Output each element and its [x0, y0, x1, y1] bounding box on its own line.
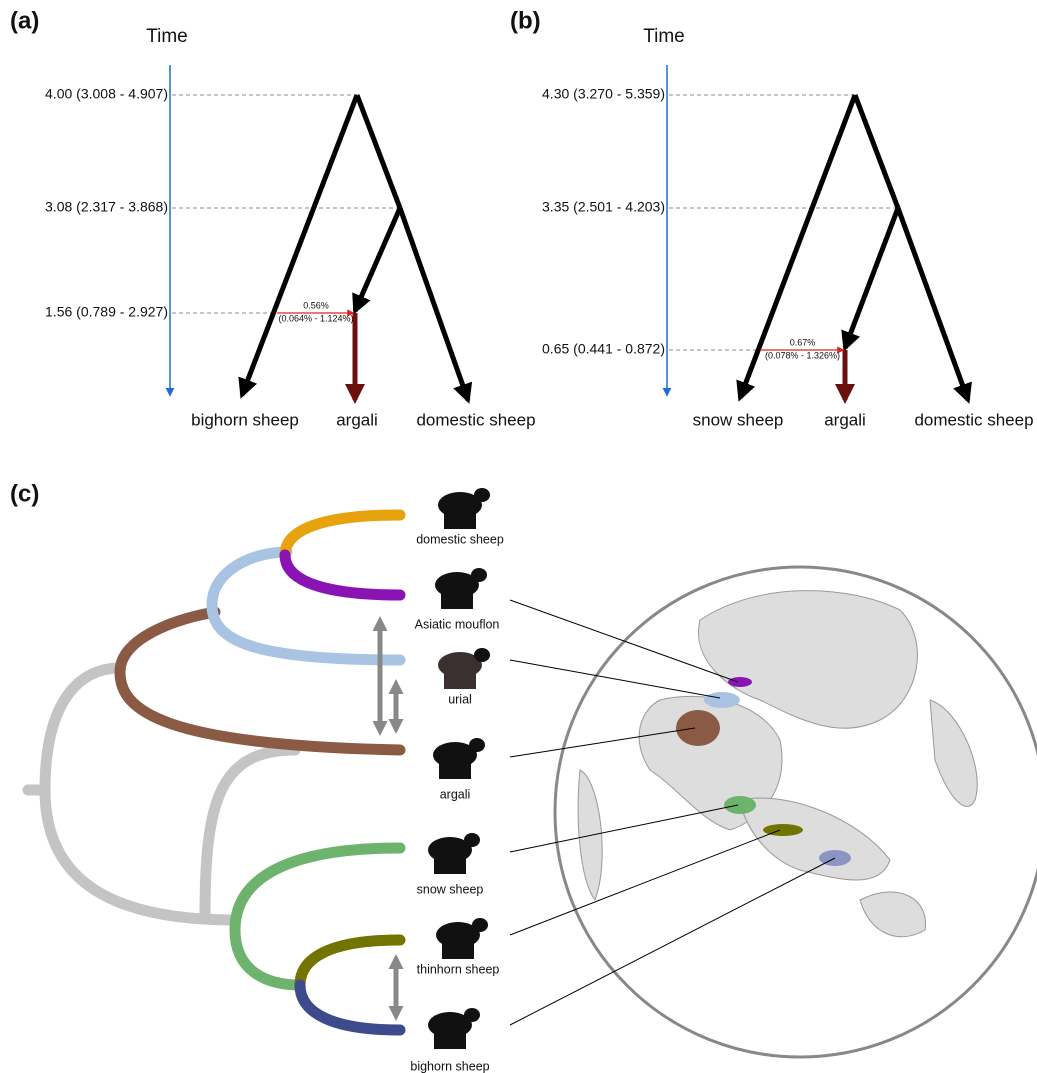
- node-time: 4.30 (3.270 - 5.359): [542, 86, 665, 102]
- panel-label: (c): [10, 480, 39, 507]
- species-label: argali: [440, 787, 471, 801]
- animal-legs: [439, 763, 471, 779]
- range: [676, 710, 720, 746]
- animal-head: [474, 488, 490, 502]
- branch: [206, 546, 406, 666]
- species-label: Asiatic mouflon: [415, 617, 500, 631]
- leaf-label: domestic sheep: [416, 410, 535, 429]
- range: [724, 796, 756, 814]
- leaf-label: argali: [824, 410, 866, 429]
- node-time: 1.56 (0.789 - 2.927): [45, 304, 168, 320]
- range: [704, 692, 740, 708]
- animal-legs: [444, 513, 476, 529]
- animal-head: [464, 833, 480, 847]
- gene-flow-interval: (0.078% - 1.326%): [765, 350, 840, 360]
- leaf-label: bighorn sheep: [191, 410, 299, 429]
- animal-icon: [428, 837, 472, 863]
- leaf-label: snow sheep: [693, 410, 784, 429]
- animal-head: [464, 1008, 480, 1022]
- species-label: urial: [448, 692, 472, 706]
- branch: [294, 934, 406, 991]
- leader: [509, 599, 739, 683]
- species-label: bighorn sheep: [410, 1059, 489, 1073]
- leader-lines: [509, 599, 836, 1026]
- branch: [895, 207, 972, 404]
- animal-legs: [444, 673, 476, 689]
- branch: [852, 94, 901, 209]
- gene-flow-interval: (0.064% - 1.124%): [278, 313, 353, 323]
- animal-legs: [434, 1033, 466, 1049]
- branch: [39, 662, 126, 796]
- gene-flow-value: 0.56%: [303, 300, 329, 310]
- panel-label: (a): [10, 7, 39, 34]
- animal-icon: [436, 922, 480, 948]
- branch: [114, 606, 406, 756]
- land: [859, 891, 927, 938]
- animal-head: [472, 918, 488, 932]
- time-label: Time: [643, 26, 685, 47]
- branch: [238, 94, 360, 399]
- branch: [279, 549, 406, 601]
- branch: [199, 744, 301, 921]
- animal-icon: [438, 652, 482, 678]
- leader: [509, 804, 739, 853]
- species-label: domestic sheep: [416, 532, 504, 546]
- node-time: 4.00 (3.008 - 4.907): [45, 86, 168, 102]
- animal-legs: [441, 593, 473, 609]
- time-label: Time: [146, 26, 188, 47]
- branch: [279, 509, 406, 561]
- animal-head: [469, 738, 485, 752]
- branch: [841, 207, 901, 352]
- land: [929, 699, 978, 807]
- animal-icon: [433, 742, 477, 768]
- panel-label: (b): [510, 7, 541, 34]
- range: [728, 677, 752, 687]
- animal-icon: [428, 1012, 472, 1038]
- land: [739, 797, 891, 881]
- branch: [354, 94, 403, 209]
- branch: [352, 206, 403, 315]
- globe: [509, 565, 1037, 1059]
- leader: [509, 829, 781, 936]
- leaf-label: argali: [336, 410, 378, 429]
- gene-flow-arrows: [372, 616, 404, 1021]
- species-label: snow sheep: [417, 882, 484, 896]
- species-label: thinhorn sheep: [417, 962, 500, 976]
- land: [638, 695, 783, 831]
- phylogeny-c: [22, 509, 406, 1036]
- animal-legs: [434, 858, 466, 874]
- gene-flow-value: 0.67%: [790, 337, 816, 347]
- branch: [294, 979, 406, 1036]
- animal-icon: [438, 492, 482, 518]
- land: [698, 590, 918, 729]
- leader: [509, 659, 721, 699]
- leader: [509, 727, 696, 758]
- animal-head: [474, 648, 490, 662]
- leader: [509, 857, 836, 1026]
- branch: [736, 94, 858, 402]
- branch: [39, 784, 241, 926]
- branch: [229, 842, 406, 991]
- node-time: 0.65 (0.441 - 0.872): [542, 341, 665, 357]
- branch: [397, 207, 473, 404]
- node-time: 3.35 (2.501 - 4.203): [542, 199, 665, 215]
- animal-head: [471, 568, 487, 582]
- animal-legs: [442, 943, 474, 959]
- leaf-label: domestic sheep: [914, 410, 1033, 429]
- animal-icon: [435, 572, 479, 598]
- node-time: 3.08 (2.317 - 3.868): [45, 199, 168, 215]
